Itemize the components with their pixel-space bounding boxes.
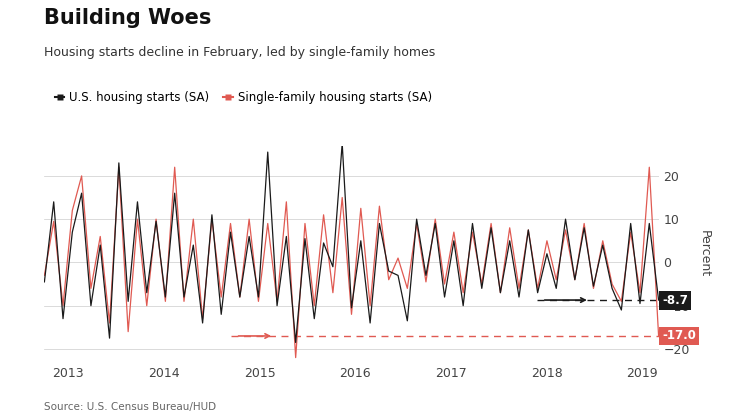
Y-axis label: Percent: Percent — [698, 230, 710, 277]
Text: Housing starts decline in February, led by single-family homes: Housing starts decline in February, led … — [44, 46, 436, 59]
Text: Building Woes: Building Woes — [44, 8, 212, 28]
Text: Source: U.S. Census Bureau/HUD: Source: U.S. Census Bureau/HUD — [44, 402, 217, 412]
Legend: U.S. housing starts (SA), Single-family housing starts (SA): U.S. housing starts (SA), Single-family … — [50, 87, 437, 109]
Text: -8.7: -8.7 — [662, 294, 688, 307]
Text: -17.0: -17.0 — [662, 329, 696, 342]
